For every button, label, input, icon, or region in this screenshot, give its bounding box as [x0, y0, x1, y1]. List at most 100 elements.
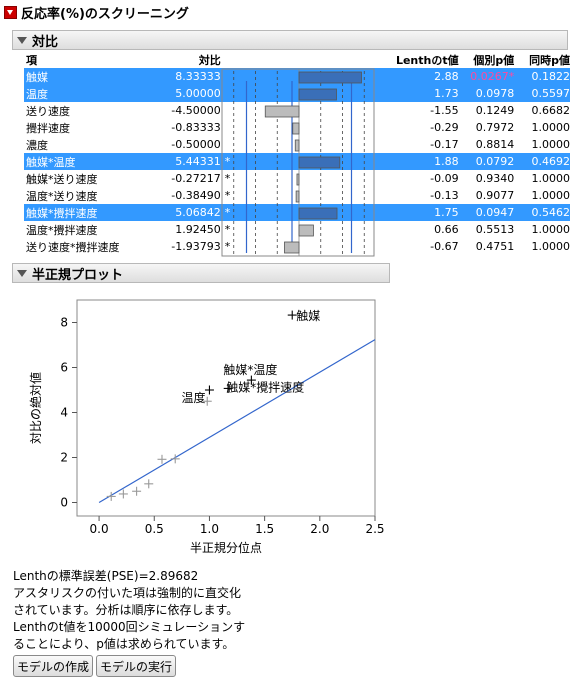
- orthog-star: *: [224, 172, 231, 185]
- orthog-star: *: [224, 240, 231, 253]
- contrast-bar: [298, 88, 337, 101]
- lenth-t-cell: 1.88: [434, 155, 459, 168]
- table-row[interactable]: 触媒*温度 5.44331 * 1.88 0.0792 0.4692: [24, 153, 570, 170]
- individual-p-cell: 0.5513: [475, 223, 515, 236]
- table-row[interactable]: 触媒*攪拌速度 5.06842 * 1.75 0.0947 0.5462: [24, 204, 570, 221]
- lenth-t-cell: 1.75: [434, 206, 459, 219]
- contrast-bar: [295, 190, 300, 203]
- x-tick-label: 2.0: [310, 522, 329, 536]
- term-cell: 温度*送り速度: [26, 189, 98, 203]
- data-point: [202, 396, 212, 406]
- contrast-cell: 8.33333: [175, 70, 221, 83]
- individual-p-cell: 0.8814: [475, 138, 515, 151]
- data-point: [223, 383, 233, 393]
- contrast-bar: [284, 241, 300, 254]
- y-axis-label: 対比の絶対値: [28, 372, 43, 444]
- term-cell: 触媒*温度: [26, 155, 76, 169]
- disclosure-triangle-icon[interactable]: [17, 36, 27, 44]
- simultaneous-p-cell: 0.6682: [531, 104, 570, 117]
- y-tick-label: 4: [60, 406, 68, 420]
- orthog-star: *: [224, 206, 231, 219]
- table-row[interactable]: 温度 5.00000 1.73 0.0978 0.5597: [24, 85, 570, 102]
- contrasts-title: 対比: [32, 34, 59, 50]
- contrast-cell: -1.93793: [171, 240, 221, 253]
- data-point: [118, 489, 128, 499]
- table-row[interactable]: 温度*送り速度 -0.38490 * -0.13 0.9077 1.0000: [24, 187, 570, 204]
- lenth-t-cell: -0.13: [430, 189, 459, 202]
- term-cell: 濃度: [26, 138, 48, 152]
- simultaneous-p-cell: 0.4692: [531, 155, 570, 168]
- contrast-bar: [294, 139, 300, 152]
- note-line-2: されています。分析は順序に依存します。: [13, 603, 239, 617]
- individual-p-cell: 0.7972: [475, 121, 515, 134]
- table-row[interactable]: 温度*攪拌速度 1.92450 * 0.66 0.5513 1.0000: [24, 221, 570, 238]
- individual-p-cell: 0.1249: [475, 104, 515, 117]
- contrast-cell: 5.00000: [175, 87, 221, 100]
- contrast-bar: [264, 105, 300, 118]
- col-header-individual-p: 個別p値: [473, 54, 515, 67]
- contrast-bar: [298, 224, 314, 237]
- table-row[interactable]: 攪拌速度 -0.83333 -0.29 0.7972 1.0000: [24, 119, 570, 136]
- plot-frame: [76, 299, 376, 517]
- term-cell: 攪拌速度: [26, 121, 70, 135]
- contrast-bar: [298, 71, 362, 84]
- contrast-bar: [296, 173, 300, 186]
- data-point: [204, 385, 214, 395]
- individual-p-cell: 0.0792: [475, 155, 515, 168]
- individual-p-cell: 0.0267*: [470, 70, 515, 83]
- lenth-t-cell: 2.88: [434, 70, 459, 83]
- halfnormal-outline-header[interactable]: 半正規プロット: [12, 263, 390, 283]
- col-header-contrast: 対比: [198, 54, 221, 67]
- make-model-button[interactable]: モデルの作成: [13, 655, 93, 677]
- pse-text: Lenthの標準誤差(PSE)=2.89682: [13, 569, 199, 583]
- run-model-button[interactable]: モデルの実行: [96, 655, 176, 677]
- point-label: 温度: [181, 390, 205, 405]
- red-triangle-menu-icon[interactable]: [4, 5, 17, 19]
- table-row[interactable]: 送り速度*攪拌速度 -1.93793 * -0.67 0.4751 1.0000: [24, 238, 570, 255]
- term-cell: 触媒*攪拌速度: [26, 206, 98, 220]
- report-title: 反応率(%)のスクリーニング: [21, 6, 189, 22]
- individual-p-cell: 0.9077: [475, 189, 515, 202]
- point-label: 触媒*攪拌速度: [226, 379, 304, 394]
- data-point: [132, 486, 142, 496]
- lenth-t-cell: -0.09: [430, 172, 459, 185]
- simultaneous-p-cell: 0.5597: [531, 87, 570, 100]
- table-row[interactable]: 触媒*送り速度 -0.27217 * -0.09 0.9340 1.0000: [24, 170, 570, 187]
- term-cell: 触媒: [26, 70, 48, 84]
- contrast-cell: -4.50000: [171, 104, 221, 117]
- disclosure-triangle-icon[interactable]: [17, 269, 27, 277]
- contrast-cell: 5.06842: [175, 206, 221, 219]
- orthog-star: *: [224, 189, 231, 202]
- term-cell: 温度: [26, 87, 48, 101]
- x-tick-label: 1.0: [200, 522, 219, 536]
- term-cell: 温度*攪拌速度: [26, 223, 98, 237]
- data-point: [144, 479, 154, 489]
- note-line-1: アスタリスクの付いた項は強制的に直交化: [13, 586, 242, 600]
- orthog-star: *: [224, 223, 231, 236]
- simultaneous-p-cell: 1.0000: [531, 189, 570, 202]
- data-point: [170, 454, 180, 464]
- contrast-cell: -0.27217: [171, 172, 221, 185]
- simultaneous-p-cell: 1.0000: [531, 240, 570, 253]
- col-header-lenth-t: Lenthのt値: [395, 54, 459, 67]
- table-row[interactable]: 濃度 -0.50000 -0.17 0.8814 1.0000: [24, 136, 570, 153]
- contrasts-table: 項 対比 Lenthのt値 個別p値 同時p値 触媒 8.33333 2.88 0.0…: [24, 52, 570, 255]
- contrast-cell: -0.38490: [171, 189, 221, 202]
- simultaneous-p-cell: 1.0000: [531, 121, 570, 134]
- halfnormal-title: 半正規プロット: [32, 267, 124, 283]
- lenth-t-cell: 1.73: [434, 87, 459, 100]
- term-cell: 送り速度*攪拌速度: [26, 240, 120, 254]
- table-row[interactable]: 送り速度 -4.50000 -1.55 0.1249 0.6682: [24, 102, 570, 119]
- report-header: 反応率(%)のスクリーニング: [0, 2, 570, 22]
- table-row[interactable]: 触媒 8.33333 2.88 0.0267* 0.1822: [24, 68, 570, 85]
- y-tick-label: 6: [60, 361, 68, 375]
- data-point: [246, 375, 256, 385]
- simultaneous-p-cell: 0.1822: [531, 70, 570, 83]
- x-tick-label: 0.0: [90, 522, 109, 536]
- x-tick-label: 2.5: [365, 522, 384, 536]
- contrasts-outline-header[interactable]: 対比: [12, 30, 568, 50]
- note-line-4: ることにより、p値は求められています。: [13, 637, 235, 651]
- contrast-bar: [298, 207, 338, 220]
- contrast-cell: 5.44331: [175, 155, 221, 168]
- contrast-bar: [292, 122, 300, 135]
